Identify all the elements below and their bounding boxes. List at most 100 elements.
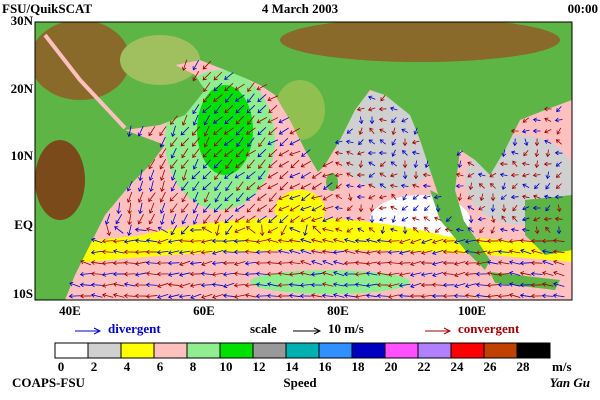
wind-arrow	[215, 224, 220, 237]
colorbar-label: 2	[91, 359, 98, 374]
wind-arrow	[530, 260, 543, 266]
wind-arrow	[376, 293, 389, 299]
wind-arrow	[365, 250, 378, 255]
wind-arrow	[157, 226, 169, 234]
wind-arrow	[101, 249, 114, 255]
colorbar-swatch	[252, 342, 287, 359]
wind-arrow	[300, 248, 312, 255]
colorbar-label: 20	[385, 359, 398, 374]
wind-arrow	[413, 160, 419, 169]
wind-arrow	[213, 94, 223, 102]
wind-arrow	[402, 138, 408, 147]
wind-arrow	[180, 137, 190, 147]
wind-arrow	[266, 293, 279, 299]
wind-arrow	[289, 128, 301, 135]
red-sea	[43, 33, 127, 130]
wind-arrow	[453, 293, 466, 299]
wind-arrow	[289, 183, 301, 190]
wind-arrow	[80, 259, 92, 266]
colorbar-swatch	[450, 342, 485, 359]
wind-arrow	[170, 203, 178, 214]
wind-arrow	[203, 191, 210, 203]
wind-arrow	[477, 216, 486, 222]
wind-arrow	[400, 183, 409, 189]
wind-arrow	[101, 283, 114, 288]
wind-arrow	[267, 117, 279, 124]
wind-arrow	[358, 127, 363, 135]
wind-arrow	[520, 248, 532, 255]
wind-arrow	[123, 260, 136, 266]
wind-arrow	[213, 137, 223, 147]
terrain	[35, 140, 85, 220]
wind-arrow	[278, 194, 290, 201]
wind-arrow	[555, 161, 562, 167]
wind-arrow	[343, 282, 356, 288]
wind-arrow	[553, 282, 565, 287]
wind-arrow	[236, 137, 244, 148]
wind-arrow	[189, 260, 202, 266]
wind-arrow	[413, 205, 419, 212]
wind-arrow	[454, 283, 466, 288]
wind-arrow	[123, 282, 136, 287]
wind-arrow	[354, 260, 367, 266]
wind-arrow	[497, 282, 510, 288]
wind-arrow	[354, 271, 367, 277]
wind-arrow	[365, 238, 378, 243]
wind-arrow	[268, 149, 278, 158]
wind-arrow	[554, 117, 563, 123]
wind-arrow	[501, 215, 507, 223]
wind-arrow	[552, 238, 565, 244]
wind-arrow	[104, 213, 111, 225]
wind-arrow	[224, 83, 234, 92]
wind-arrow	[259, 224, 265, 237]
wind-arrow	[116, 202, 122, 215]
wind-arrow	[267, 227, 279, 234]
wind-arrow	[181, 59, 188, 71]
colorbar-label: 0	[58, 359, 65, 374]
wind-arrow	[530, 271, 543, 277]
wind-arrow	[222, 260, 235, 266]
colorbar-swatch	[219, 342, 254, 359]
wind-arrow	[322, 259, 334, 266]
wind-arrow	[112, 249, 125, 254]
wind-arrow	[432, 238, 444, 245]
wind-arrow	[390, 173, 398, 178]
wind-arrow	[203, 82, 211, 93]
wind-arrow	[468, 182, 474, 191]
wind-arrow	[379, 161, 386, 167]
wind-arrow	[203, 136, 210, 148]
wind-arrow	[486, 250, 499, 255]
wind-arrow	[530, 282, 543, 288]
wind-arrow	[321, 293, 334, 299]
wind-arrow	[553, 270, 565, 277]
wind-arrow	[321, 249, 334, 254]
wind-arrow	[475, 293, 488, 298]
wind-arrow	[541, 282, 554, 287]
wind-arrow	[200, 239, 213, 244]
lon-labels: 40E 60E 80E 100E	[59, 303, 486, 318]
colorbar-swatch	[54, 342, 89, 359]
wind-arrow	[379, 183, 387, 189]
wind-arrow	[453, 249, 466, 255]
wind-arrow	[224, 192, 234, 202]
wind-arrow	[454, 239, 466, 244]
wind-arrow	[398, 260, 411, 266]
wind-arrow	[445, 216, 452, 222]
wind-arrow	[106, 224, 111, 237]
map-frame	[34, 21, 573, 301]
wind-arrow	[544, 139, 552, 144]
wind-arrow	[512, 183, 518, 189]
wind-arrow	[455, 183, 464, 189]
wind-arrow	[378, 205, 387, 211]
wind-arrow	[211, 282, 224, 287]
wind-arrow	[379, 217, 387, 222]
wind-arrow	[534, 183, 540, 190]
colorbar: 0 2 4 6 8 10 12 14 16 18 20 22 24 26 28 m/s	[54, 342, 572, 374]
wind-arrow	[310, 293, 323, 298]
wind-arrow	[192, 148, 200, 158]
header-center: 4 March 2003	[262, 1, 339, 16]
wind-arrow	[255, 249, 268, 255]
wind-arrow	[137, 125, 144, 137]
wind-arrow	[268, 127, 278, 135]
wind-arrow	[244, 282, 257, 288]
